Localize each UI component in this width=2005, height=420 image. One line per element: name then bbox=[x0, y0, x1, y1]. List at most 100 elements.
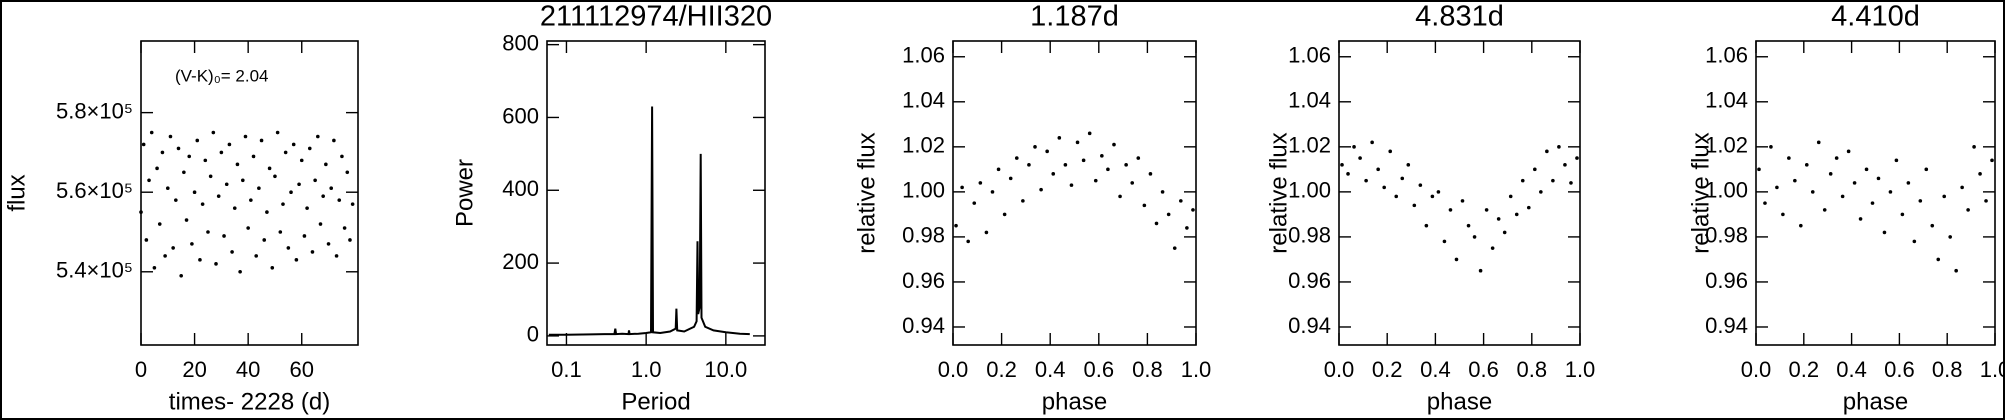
y-tick-label: 0.96 bbox=[1288, 268, 1331, 293]
data-point bbox=[246, 226, 250, 230]
data-point bbox=[1406, 163, 1411, 167]
panel-title: 1.187d bbox=[1030, 1, 1119, 33]
data-point bbox=[1775, 185, 1779, 190]
data-point bbox=[1828, 172, 1833, 176]
data-point bbox=[1179, 199, 1183, 203]
data-point bbox=[254, 254, 258, 258]
y-tick-label: 5.8×10⁵ bbox=[56, 98, 133, 123]
data-point bbox=[299, 158, 304, 163]
data-point bbox=[1051, 172, 1056, 176]
data-point bbox=[147, 178, 151, 183]
x-tick-label: 0.1 bbox=[551, 357, 582, 382]
data-point bbox=[1840, 194, 1845, 199]
data-point bbox=[1021, 199, 1025, 203]
data-point bbox=[1804, 163, 1809, 167]
x-tick-label: 1.0 bbox=[1181, 357, 1212, 382]
data-point bbox=[1075, 140, 1080, 145]
data-point bbox=[1496, 217, 1501, 221]
data-point bbox=[1118, 194, 1122, 199]
data-point bbox=[160, 150, 165, 155]
data-point bbox=[230, 250, 234, 254]
plot-frame bbox=[546, 40, 766, 346]
data-point bbox=[243, 134, 248, 139]
data-point bbox=[249, 198, 253, 202]
data-point bbox=[350, 202, 355, 206]
x-axis-label: phase bbox=[1042, 388, 1107, 415]
y-axis-label: relative flux bbox=[1687, 132, 1714, 253]
data-point bbox=[262, 238, 267, 242]
y-tick-label: 1.06 bbox=[1288, 43, 1331, 68]
y-tick-label: 1.04 bbox=[1288, 88, 1331, 113]
data-point bbox=[1130, 181, 1135, 185]
data-point bbox=[1376, 167, 1380, 172]
data-point bbox=[1514, 212, 1519, 217]
data-point bbox=[179, 273, 183, 278]
data-point bbox=[1081, 158, 1086, 163]
y-tick-label: 1.02 bbox=[902, 133, 945, 158]
data-point bbox=[157, 222, 162, 226]
data-point bbox=[316, 134, 320, 139]
data-point bbox=[1526, 205, 1531, 210]
y-tick-label: 0 bbox=[527, 322, 539, 347]
data-point bbox=[1539, 190, 1543, 194]
x-tick-label: 0.0 bbox=[938, 357, 969, 382]
data-point bbox=[1960, 185, 1964, 190]
data-point bbox=[297, 182, 301, 187]
data-point bbox=[1551, 178, 1555, 183]
data-point bbox=[1870, 201, 1875, 205]
data-point bbox=[163, 254, 167, 258]
data-point bbox=[1563, 163, 1567, 167]
data-point bbox=[1100, 154, 1104, 158]
data-point bbox=[257, 186, 261, 191]
data-point bbox=[1972, 145, 1976, 149]
data-point bbox=[1822, 208, 1827, 212]
data-point bbox=[1394, 194, 1399, 199]
data-point bbox=[1852, 181, 1857, 185]
y-axis-label: Power bbox=[451, 159, 478, 227]
data-point bbox=[1900, 212, 1905, 217]
data-point bbox=[222, 234, 226, 238]
data-point bbox=[1014, 156, 1019, 160]
x-tick-label: 0.6 bbox=[1468, 357, 1499, 382]
data-point bbox=[1382, 185, 1386, 190]
data-point bbox=[342, 226, 347, 230]
data-point bbox=[1757, 167, 1761, 172]
data-point bbox=[184, 218, 189, 222]
data-point bbox=[1569, 181, 1573, 185]
data-point bbox=[289, 190, 293, 195]
data-point bbox=[1984, 199, 1988, 203]
data-point bbox=[214, 262, 218, 266]
data-point bbox=[966, 239, 970, 244]
data-point bbox=[1763, 201, 1767, 205]
data-point bbox=[1166, 212, 1171, 217]
data-point bbox=[1846, 149, 1851, 154]
data-point bbox=[1520, 178, 1525, 183]
plot-frame bbox=[1338, 40, 1581, 346]
y-tick-label: 5.6×10⁵ bbox=[56, 178, 133, 203]
data-point bbox=[313, 178, 317, 183]
data-point bbox=[1388, 149, 1393, 154]
data-point bbox=[144, 238, 149, 242]
data-point bbox=[168, 134, 173, 139]
y-tick-label: 0.98 bbox=[902, 223, 945, 248]
data-point bbox=[1418, 183, 1423, 187]
x-axis-label: phase bbox=[1427, 388, 1492, 415]
data-point bbox=[176, 146, 181, 151]
data-point bbox=[318, 222, 323, 226]
periodogram-line bbox=[548, 106, 750, 336]
x-tick-label: 60 bbox=[289, 357, 313, 382]
data-point bbox=[219, 150, 224, 155]
y-tick-label: 1.00 bbox=[1705, 178, 1748, 203]
data-point bbox=[1502, 230, 1507, 235]
x-tick-label: 0.4 bbox=[1035, 357, 1066, 382]
panel-title: 4.831d bbox=[1415, 1, 1504, 33]
x-tick-label: 0.8 bbox=[1932, 357, 1963, 382]
data-point bbox=[283, 150, 288, 155]
y-tick-label: 1.02 bbox=[1705, 133, 1748, 158]
data-point bbox=[1191, 208, 1195, 212]
data-point bbox=[1858, 217, 1863, 221]
y-tick-label: 800 bbox=[502, 30, 539, 55]
data-point bbox=[1039, 187, 1043, 192]
data-point bbox=[972, 201, 977, 205]
data-point bbox=[1966, 208, 1970, 212]
